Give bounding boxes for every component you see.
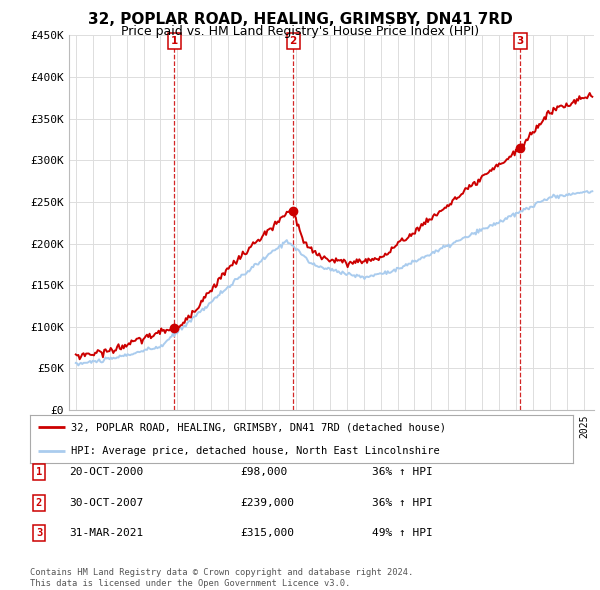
- Text: £239,000: £239,000: [240, 498, 294, 507]
- Text: 36% ↑ HPI: 36% ↑ HPI: [372, 467, 433, 477]
- Text: 1: 1: [170, 36, 178, 46]
- Text: HPI: Average price, detached house, North East Lincolnshire: HPI: Average price, detached house, Nort…: [71, 445, 439, 455]
- Text: 20-OCT-2000: 20-OCT-2000: [69, 467, 143, 477]
- Text: 36% ↑ HPI: 36% ↑ HPI: [372, 498, 433, 507]
- Text: 32, POPLAR ROAD, HEALING, GRIMSBY, DN41 7RD: 32, POPLAR ROAD, HEALING, GRIMSBY, DN41 …: [88, 12, 512, 27]
- Text: 3: 3: [36, 529, 42, 538]
- Text: £315,000: £315,000: [240, 529, 294, 538]
- Text: 49% ↑ HPI: 49% ↑ HPI: [372, 529, 433, 538]
- Text: Price paid vs. HM Land Registry's House Price Index (HPI): Price paid vs. HM Land Registry's House …: [121, 25, 479, 38]
- Text: 2: 2: [289, 36, 296, 46]
- Text: 3: 3: [517, 36, 524, 46]
- Text: 2: 2: [36, 498, 42, 507]
- Text: 32, POPLAR ROAD, HEALING, GRIMSBY, DN41 7RD (detached house): 32, POPLAR ROAD, HEALING, GRIMSBY, DN41 …: [71, 422, 446, 432]
- Text: 31-MAR-2021: 31-MAR-2021: [69, 529, 143, 538]
- Text: Contains HM Land Registry data © Crown copyright and database right 2024.: Contains HM Land Registry data © Crown c…: [30, 568, 413, 576]
- Text: 30-OCT-2007: 30-OCT-2007: [69, 498, 143, 507]
- Text: £98,000: £98,000: [240, 467, 287, 477]
- Text: This data is licensed under the Open Government Licence v3.0.: This data is licensed under the Open Gov…: [30, 579, 350, 588]
- Text: 1: 1: [36, 467, 42, 477]
